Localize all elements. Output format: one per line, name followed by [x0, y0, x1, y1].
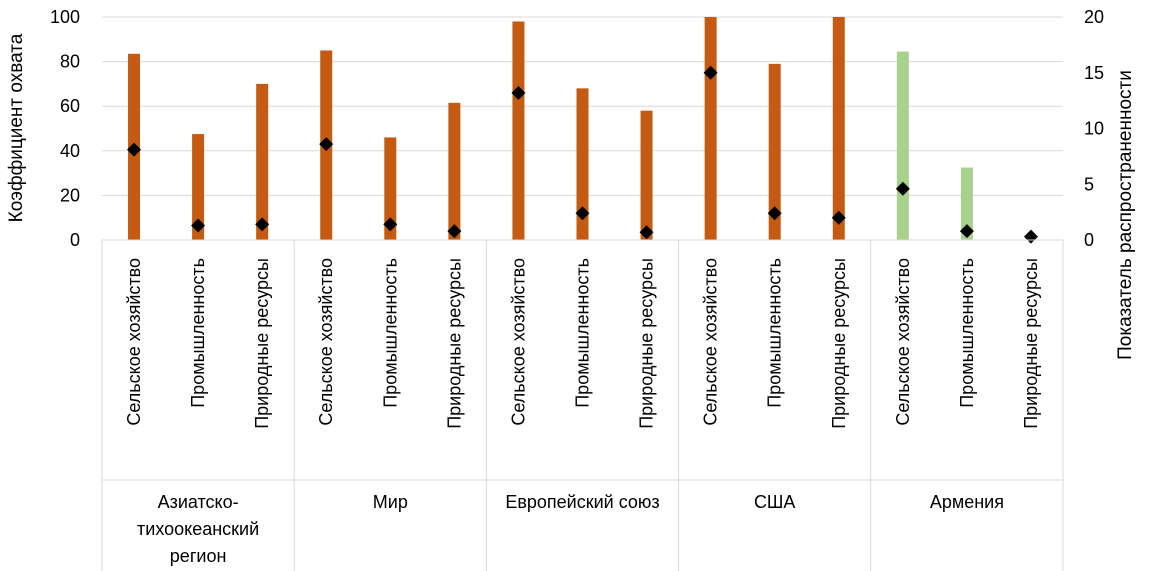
- left-tick-label: 60: [60, 96, 80, 116]
- bar: [640, 110, 653, 240]
- marker: [575, 206, 590, 221]
- right-tick-label: 15: [1084, 63, 1104, 83]
- bar: [896, 51, 909, 240]
- left-tick-label: 40: [60, 141, 80, 161]
- group-label-line: Азиатско-: [158, 492, 239, 512]
- left-tick-label: 0: [70, 230, 80, 250]
- marker: [831, 210, 846, 225]
- marker: [639, 225, 654, 240]
- marker: [1023, 229, 1038, 244]
- axes: 0 20 40 60 80 100 0 5 10 15 20 Сельское хозяйство Пр…: [50, 7, 1104, 571]
- bar: [256, 83, 269, 241]
- left-axis-title: Коэффициент охвата: [6, 33, 27, 222]
- marker: [255, 217, 270, 232]
- bar-series: [128, 17, 973, 241]
- marker: [511, 85, 526, 100]
- category-label: Промышленность: [573, 258, 593, 408]
- bar: [448, 102, 461, 240]
- category-label: Сельское хозяйство: [124, 258, 144, 426]
- bar: [704, 17, 717, 240]
- right-tick-label: 0: [1084, 230, 1094, 250]
- marker: [319, 137, 334, 152]
- category-label: Промышленность: [765, 258, 785, 408]
- category-label: Природные ресурсы: [444, 258, 464, 429]
- left-tick-label: 100: [50, 7, 80, 27]
- group-label: США: [754, 492, 796, 512]
- bar: [384, 137, 397, 240]
- marker: [767, 206, 782, 221]
- category-label: Сельское хозяйство: [508, 258, 528, 426]
- category-label: Природные ресурсы: [829, 258, 849, 429]
- category-label: Промышленность: [957, 258, 977, 408]
- bar: [832, 17, 845, 240]
- group-label: Европейский союз: [505, 492, 659, 512]
- bar: [576, 88, 589, 240]
- group-label: Армения: [930, 492, 1004, 512]
- marker: [959, 224, 974, 239]
- category-label: Промышленность: [380, 258, 400, 408]
- marker: [895, 181, 910, 196]
- group-label: Мир: [373, 492, 408, 512]
- right-tick-label: 10: [1084, 119, 1104, 139]
- bar: [768, 63, 781, 240]
- bar: [192, 134, 205, 240]
- group-label-line: регион: [170, 546, 227, 566]
- marker: [447, 224, 462, 239]
- group-label-line: Мир: [373, 492, 408, 512]
- marker: [191, 218, 206, 233]
- category-label: Промышленность: [188, 258, 208, 408]
- category-label: Сельское хозяйство: [893, 258, 913, 426]
- category-label: Сельское хозяйство: [701, 258, 721, 426]
- marker: [383, 217, 398, 232]
- category-label: Природные ресурсы: [252, 258, 272, 429]
- left-tick-label: 80: [60, 52, 80, 72]
- right-axis-title: Показатель распространенности: [1115, 70, 1136, 360]
- category-label: Сельское хозяйство: [316, 258, 336, 426]
- left-tick-label: 20: [60, 185, 80, 205]
- group-label-line: Армения: [930, 492, 1004, 512]
- category-label: Природные ресурсы: [1021, 258, 1041, 429]
- right-tick-label: 5: [1084, 174, 1094, 194]
- group-label: Азиатско-тихоокеанский регион: [137, 492, 259, 566]
- marker: [703, 65, 718, 80]
- category-label: Природные ресурсы: [637, 258, 657, 429]
- bar: [960, 167, 973, 240]
- group-label-line: тихоокеанский: [137, 519, 259, 539]
- bar: [512, 21, 525, 241]
- group-label-line: США: [754, 492, 796, 512]
- right-tick-label: 20: [1084, 7, 1104, 27]
- group-label-line: Европейский союз: [505, 492, 659, 512]
- marker: [127, 142, 142, 157]
